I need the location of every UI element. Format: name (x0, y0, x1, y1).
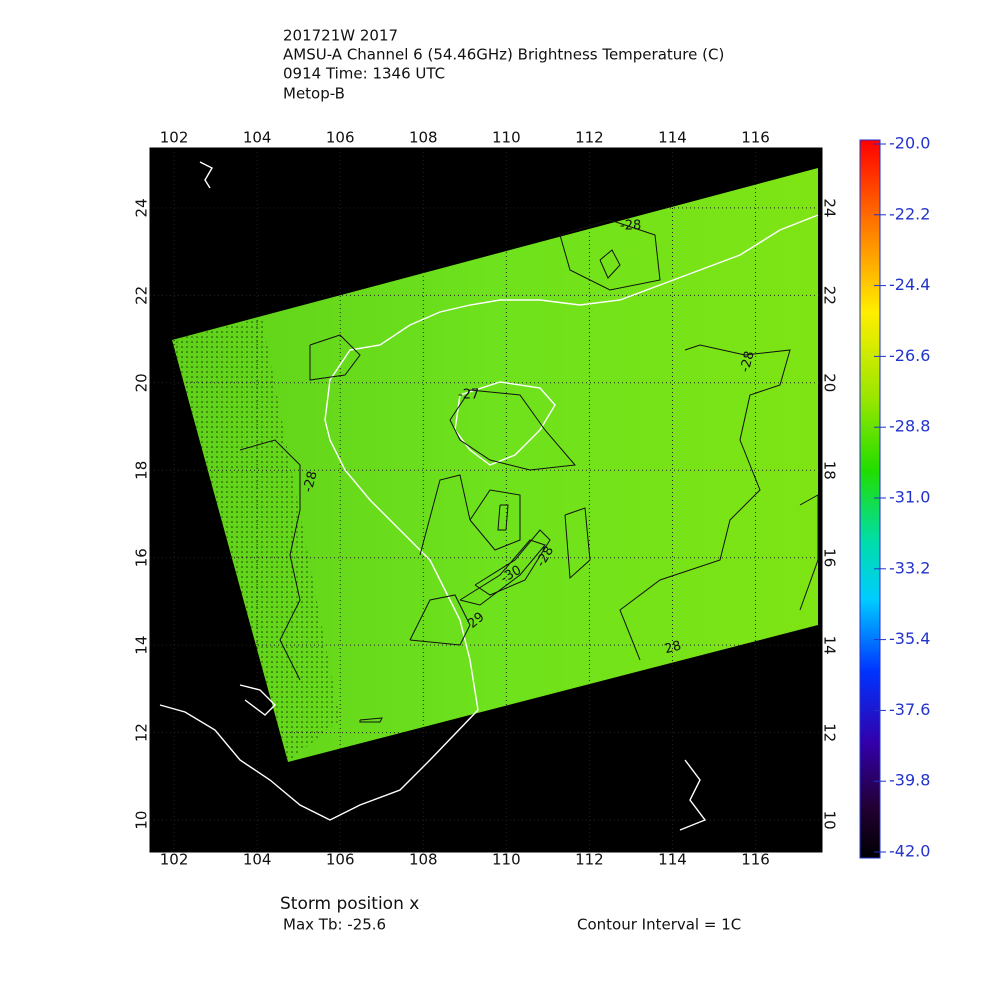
contour (619, 344, 791, 661)
colorbar-label: -24.4 (889, 275, 930, 294)
x-tick-label: 102 (160, 851, 189, 869)
contour (359, 717, 383, 723)
colorbar-label: -22.2 (889, 204, 930, 223)
y-tick-label: 12 (133, 723, 151, 742)
x-tick-label: 116 (741, 851, 770, 869)
contour-label: 28 (663, 638, 683, 657)
x-tick-label: 106 (326, 129, 355, 147)
y-tick-label: 16 (133, 548, 151, 567)
header-line: 0914 Time: 1346 UTC (283, 65, 445, 83)
contour-label: -28 (738, 350, 758, 374)
x-tick-label: 108 (409, 129, 438, 147)
contours (239, 219, 819, 723)
contour (474, 529, 551, 596)
max-tb: Max Tb: -25.6 (283, 916, 386, 934)
coastline (324, 214, 819, 711)
header: 201721W 2017 AMSU-A Channel 6 (54.46GHz)… (283, 27, 724, 103)
x-tick-label: 108 (409, 851, 438, 869)
storm-position: Storm position x (280, 894, 419, 914)
island-coast (679, 759, 707, 831)
header-line: 201721W 2017 (283, 27, 398, 45)
colorbar-label: -37.6 (889, 700, 930, 719)
colorbar-label: -39.8 (889, 771, 930, 790)
contour (459, 539, 546, 606)
x-tick-label: 110 (492, 851, 521, 869)
y-tick-label: 14 (821, 636, 839, 655)
y-tick-label: 18 (133, 461, 151, 480)
contour (469, 489, 521, 551)
x-tick-label: 114 (658, 851, 687, 869)
x-tick-label: 112 (575, 129, 604, 147)
colorbar-label: -26.6 (889, 346, 930, 365)
contour (799, 494, 819, 611)
contour-label: -28 (301, 470, 321, 494)
colorbar-label: -28.8 (889, 417, 930, 436)
y-tick-label: 10 (133, 811, 151, 830)
y-tick-label: 22 (821, 286, 839, 305)
y-tick-label: 18 (821, 461, 839, 480)
y-tick-label: 20 (133, 373, 151, 392)
map-frame (149, 147, 823, 853)
y-tick-label: 10 (821, 811, 839, 830)
x-tick-label: 106 (326, 851, 355, 869)
x-tick-label: 112 (575, 851, 604, 869)
contour (497, 504, 509, 531)
contour-label: -28 (620, 219, 641, 234)
colorbar-label: -42.0 (889, 842, 930, 861)
contour-interval: Contour Interval = 1C (577, 916, 741, 934)
x-tick-label: 104 (243, 129, 272, 147)
contour (239, 439, 301, 681)
y-tick-label: 20 (821, 373, 839, 392)
x-tick-label: 116 (741, 129, 770, 147)
coastline (159, 704, 479, 821)
x-tick-label: 104 (243, 851, 272, 869)
colorbar-label: -35.4 (889, 629, 930, 648)
colorbar (859, 139, 881, 859)
swath-edge (172, 318, 340, 762)
contour (409, 594, 471, 646)
x-tick-label: 114 (658, 129, 687, 147)
axis-labels: 102 102 104 104 106 106 108 108 110 110 112 112 114 1… (133, 129, 931, 869)
contour (559, 219, 661, 291)
y-tick-label: 16 (821, 548, 839, 567)
contour (449, 389, 576, 471)
colorbar-label: -20.0 (889, 134, 930, 153)
coastlines (159, 161, 819, 831)
island-coast (454, 381, 556, 466)
x-tick-label: 110 (492, 129, 521, 147)
y-tick-label: 24 (821, 198, 839, 217)
footer: Storm position x Max Tb: -25.6 Contour I… (280, 894, 741, 934)
header-line: AMSU-A Channel 6 (54.46GHz) Brightness T… (283, 46, 724, 64)
grid (150, 148, 822, 852)
contour (564, 507, 591, 580)
swath (172, 168, 818, 762)
y-tick-label: 14 (133, 636, 151, 655)
island-coast (199, 161, 213, 189)
contour-label: -27 (458, 388, 479, 403)
contour-labels: -28 -27 -28 -28 -30 -28 29 28 (301, 219, 758, 658)
y-tick-label: 24 (133, 198, 151, 217)
island-coast (239, 684, 276, 716)
y-tick-label: 12 (821, 723, 839, 742)
colorbar-label: -33.2 (889, 558, 930, 577)
colorbar-label: -31.0 (889, 488, 930, 507)
y-tick-label: 22 (133, 286, 151, 305)
contour (419, 474, 471, 556)
header-line: Metop-B (283, 85, 345, 103)
contour (309, 334, 361, 381)
x-tick-label: 102 (160, 129, 189, 147)
contour (599, 249, 621, 279)
